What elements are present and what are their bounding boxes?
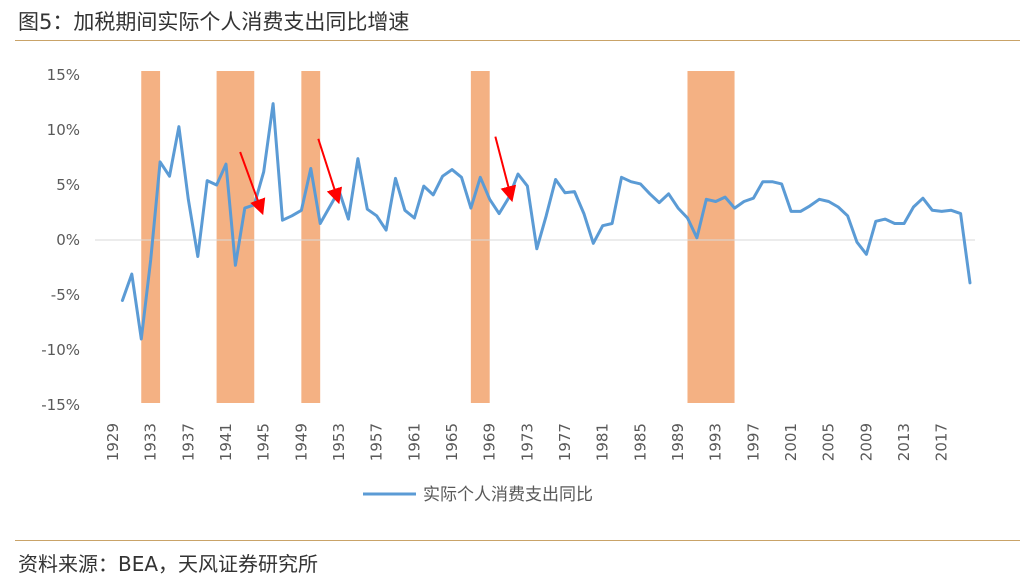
x-tick-label: 1949 — [292, 423, 310, 461]
x-tick-label: 1997 — [744, 423, 762, 461]
shaded-period-1 — [141, 71, 161, 403]
x-tick-label: 1977 — [556, 423, 574, 461]
legend: 实际个人消费支出同比 — [363, 485, 593, 505]
tariff-period-bands — [141, 71, 735, 403]
x-tick-label: 1985 — [631, 423, 649, 461]
annotation-arrow-2 — [317, 138, 343, 205]
x-tick-label: 2005 — [820, 423, 838, 461]
header-divider — [15, 40, 1020, 41]
shaded-period-2 — [216, 71, 255, 403]
shaded-period-5 — [687, 71, 735, 403]
annotation-arrows — [239, 136, 517, 216]
x-tick-label: 2009 — [857, 423, 875, 461]
x-tick-label: 1933 — [142, 423, 160, 461]
shaded-period-3 — [301, 71, 321, 403]
x-tick-label: 2013 — [895, 423, 913, 461]
y-tick-label: -15% — [41, 396, 80, 414]
x-tick-label: 1969 — [481, 423, 499, 461]
x-tick-label: 1961 — [405, 423, 423, 461]
x-tick-label: 1993 — [707, 423, 725, 461]
x-tick-label: 1957 — [368, 423, 386, 461]
annotation-arrow-3 — [494, 136, 517, 203]
footer-divider — [15, 540, 1020, 541]
x-tick-label: 1981 — [594, 423, 612, 461]
x-tick-label: 1937 — [179, 423, 197, 461]
x-tick-label: 2017 — [933, 423, 951, 461]
y-tick-label: -10% — [41, 341, 80, 359]
y-tick-label: -5% — [51, 286, 80, 304]
x-tick-label: 1941 — [217, 423, 235, 461]
series-line-1 — [120, 102, 972, 341]
annotation-arrow-1 — [239, 151, 266, 216]
chart-title: 图5：加税期间实际个人消费支出同比增速 — [18, 10, 410, 34]
x-axis-ticks: 1929 1933 1937 1941 1945 1949 1953 1957 1961 1965… — [104, 423, 951, 461]
y-tick-label: 0% — [56, 231, 80, 249]
x-tick-label: 1965 — [443, 423, 461, 461]
y-tick-label: 15% — [47, 66, 80, 84]
x-tick-label: 1973 — [518, 423, 536, 461]
line-chart: 15%10%5%0%-5%-10%-15% 1929 1933 1937 1941 19… — [41, 66, 975, 505]
y-axis-ticks: 15% 10% 5% 0% -5% -10% -15% — [41, 66, 80, 414]
x-tick-label: 1929 — [104, 423, 122, 461]
x-tick-label: 1989 — [669, 423, 687, 461]
x-tick-label: 1953 — [330, 423, 348, 461]
x-tick-label: 1945 — [255, 423, 273, 461]
y-tick-label: 5% — [56, 176, 80, 194]
x-tick-label: 2001 — [782, 423, 800, 461]
shaded-period-4 — [470, 71, 490, 403]
legend-label: 实际个人消费支出同比 — [423, 485, 593, 505]
series-lines — [120, 102, 972, 341]
source-note: 资料来源：BEA，天风证券研究所 — [18, 552, 319, 576]
y-tick-label: 10% — [47, 121, 80, 139]
